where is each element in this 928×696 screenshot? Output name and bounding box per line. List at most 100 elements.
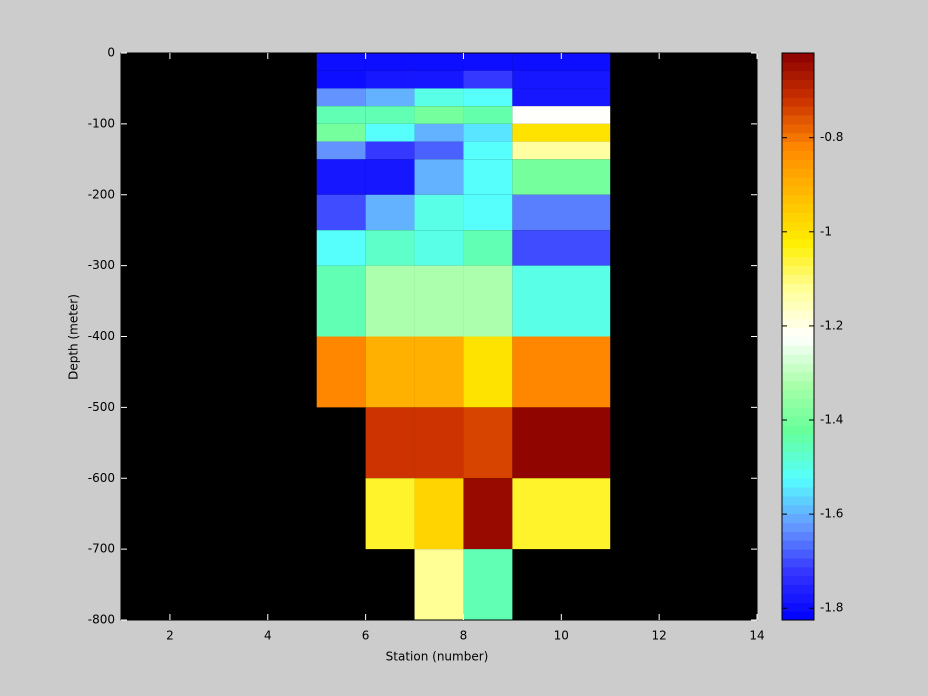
colorbar-band [782, 88, 814, 98]
heatmap-cell [463, 141, 513, 160]
colorbar-band [782, 132, 814, 143]
colorbar-band [782, 194, 814, 205]
x-tick-label: 12 [652, 629, 667, 643]
colorbar-band [782, 239, 814, 249]
heatmap-cell [512, 53, 611, 71]
colorbar-band [782, 301, 814, 311]
colorbar-band [782, 212, 814, 222]
x-tick-label: 2 [166, 629, 174, 643]
heatmap-cell [414, 159, 464, 195]
colorbar-band [782, 513, 814, 524]
colorbar-tick-label: -1.8 [820, 601, 843, 615]
heatmap-cell [414, 70, 464, 89]
heatmap-cell [463, 194, 513, 231]
heatmap-cell [512, 336, 611, 408]
heatmap-cell [463, 106, 513, 124]
heatmap-cell [316, 194, 366, 231]
heatmap-cell [414, 106, 464, 124]
y-tick-label: -800 [88, 613, 115, 627]
colorbar-band [782, 177, 814, 187]
colorbar-band [782, 247, 814, 258]
heatmap-cell [316, 70, 366, 89]
x-tick-label: 14 [749, 629, 764, 643]
x-tick-label: 8 [460, 629, 468, 643]
heatmap-cell [365, 336, 415, 408]
colorbar-band [782, 433, 814, 444]
colorbar-band [782, 150, 814, 160]
heatmap-cell [414, 478, 464, 550]
colorbar-band [782, 274, 814, 284]
y-tick-label: -300 [88, 258, 115, 272]
y-tick-label: -600 [88, 471, 115, 485]
colorbar-band [782, 256, 814, 267]
heatmap-cell [463, 70, 513, 89]
colorbar-band [782, 363, 814, 373]
colorbar-band [782, 79, 814, 89]
colorbar-band [782, 460, 814, 470]
heatmap-cell [365, 265, 415, 337]
x-axis-label: Station (number) [386, 650, 489, 664]
colorbar-band [782, 611, 814, 621]
y-tick-label: 0 [107, 46, 115, 60]
colorbar-band [782, 283, 814, 293]
colorbar-band [782, 168, 814, 178]
colorbar-band [782, 531, 814, 541]
colorbar-frame [781, 52, 815, 621]
colorbar-band [782, 495, 814, 506]
heatmap-cell [365, 230, 415, 266]
y-tick-label: -400 [88, 329, 115, 343]
heatmap-cell [463, 478, 513, 550]
heatmap-cell [316, 265, 366, 337]
colorbar-band [782, 70, 814, 81]
colorbar-band [782, 557, 814, 568]
heatmap-cell [365, 478, 415, 550]
heatmap-cell [414, 336, 464, 408]
heatmap-cell [414, 407, 464, 479]
heatmap-cell [316, 106, 366, 124]
colorbar-band [782, 380, 814, 391]
colorbar-band [782, 97, 814, 107]
colorbar-band [782, 159, 814, 169]
heatmap-cell [512, 123, 611, 142]
heatmap-cell [463, 159, 513, 195]
colorbar-band [782, 53, 814, 63]
colorbar-band [782, 575, 814, 586]
colorbar-tick-label: -1.2 [820, 318, 843, 332]
heatmap-cell [316, 141, 366, 160]
colorbar-band [782, 221, 814, 231]
colorbar-band [782, 318, 814, 329]
heatmap-cell [316, 88, 366, 107]
colorbar-band [782, 407, 814, 417]
heatmap-cell [512, 265, 611, 337]
colorbar-tick-label: -1 [820, 224, 832, 238]
colorbar-band [782, 106, 814, 116]
heatmap-cell [512, 407, 611, 479]
heatmap-cell [512, 478, 611, 550]
heatmap-cell [365, 407, 415, 479]
heatmap-cell [414, 265, 464, 337]
heatmap-cell [414, 549, 464, 620]
colorbar-band [782, 327, 814, 337]
heatmap-cell [414, 141, 464, 160]
colorbar-band [782, 123, 814, 134]
heatmap-cell [463, 549, 513, 620]
colorbar-band [782, 230, 814, 240]
colorbar-band [782, 389, 814, 400]
colorbar-band [782, 203, 814, 213]
heatmap-cell [365, 88, 415, 107]
heatmap-cell [365, 70, 415, 89]
colorbar-band [782, 336, 814, 346]
colorbar-band [782, 115, 814, 125]
x-tick-label: 10 [554, 629, 569, 643]
colorbar-band [782, 504, 814, 515]
heatmap-cell [365, 106, 415, 124]
colorbar-band [782, 345, 814, 355]
colorbar-band [782, 141, 814, 151]
colorbar-band [782, 442, 814, 453]
heatmap-cell [414, 53, 464, 71]
heatmap-cell [512, 230, 611, 266]
y-tick-label: -200 [88, 187, 115, 201]
colorbar-band [782, 469, 814, 479]
